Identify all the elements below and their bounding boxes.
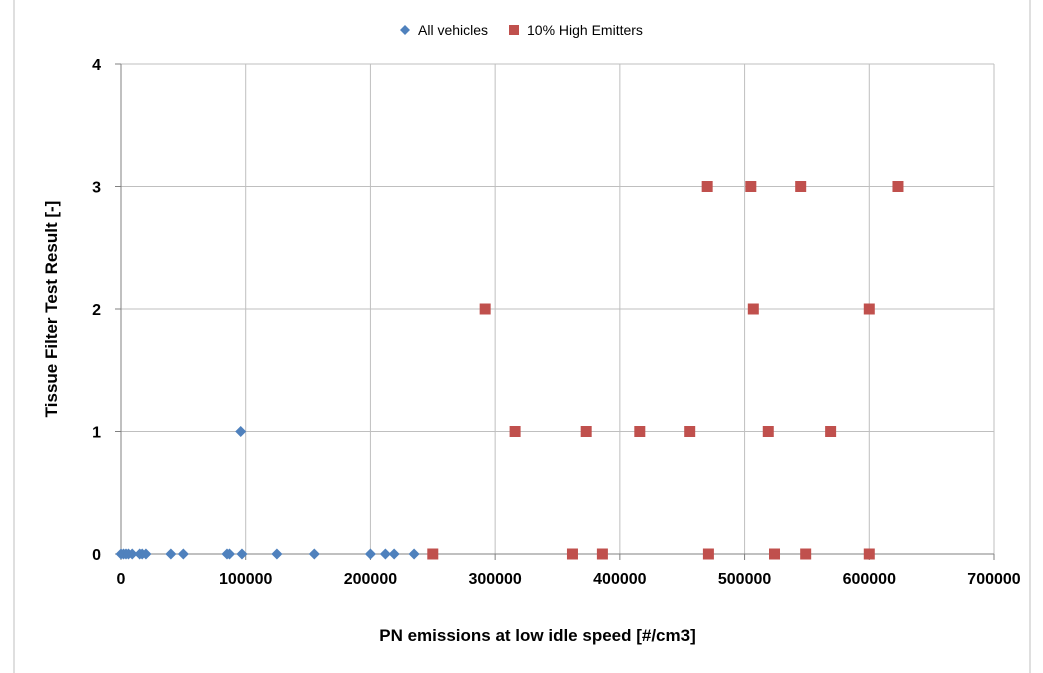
x-axis-title: PN emissions at low idle speed [#/cm3] xyxy=(379,626,696,645)
data-points xyxy=(115,181,904,560)
legend-marker-high-emitters xyxy=(509,25,519,35)
legend-label-all-vehicles: All vehicles xyxy=(418,22,488,38)
legend-marker-all-vehicles xyxy=(400,25,410,35)
all-vehicles-point xyxy=(235,426,247,437)
tick-labels: 0 100000 200000 300000 400000 500000 600000 700… xyxy=(92,57,1021,588)
x-tick-label: 300000 xyxy=(468,571,521,588)
all-vehicles-point xyxy=(388,548,400,560)
x-tick-label: 100000 xyxy=(219,571,272,588)
y-tick-label: 3 xyxy=(92,180,101,197)
high-emitter-point xyxy=(702,548,714,560)
high-emitter-point xyxy=(427,548,439,560)
x-tick-label: 200000 xyxy=(344,571,397,588)
series-high-emitters xyxy=(427,181,904,560)
high-emitter-point xyxy=(580,426,592,437)
high-emitter-point xyxy=(795,181,807,192)
high-emitter-point xyxy=(863,303,875,315)
high-emitter-point xyxy=(747,303,759,315)
y-tick-label: 2 xyxy=(92,302,101,319)
all-vehicles-point xyxy=(408,548,420,560)
high-emitter-point xyxy=(762,426,774,437)
legend-label-high-emitters: 10% High Emitters xyxy=(527,22,643,38)
high-emitter-point xyxy=(509,426,521,437)
x-tick-label: 600000 xyxy=(843,571,896,588)
high-emitter-point xyxy=(769,548,781,560)
high-emitter-point xyxy=(825,426,837,437)
all-vehicles-point xyxy=(379,548,391,560)
series-all-vehicles xyxy=(115,426,420,560)
all-vehicles-point xyxy=(271,548,283,560)
all-vehicles-point xyxy=(364,548,376,560)
high-emitter-point xyxy=(596,548,608,560)
x-tick-label: 700000 xyxy=(967,571,1020,588)
high-emitter-point xyxy=(800,548,812,560)
y-tick-label: 4 xyxy=(92,57,101,74)
high-emitter-point xyxy=(684,426,696,437)
high-emitter-point xyxy=(892,181,904,192)
legend-item-all-vehicles: All vehicles xyxy=(400,22,488,38)
all-vehicles-point xyxy=(126,548,138,560)
y-tick-label: 0 xyxy=(92,547,101,564)
legend: All vehicles 10% High Emitters xyxy=(400,22,643,38)
all-vehicles-point xyxy=(236,548,248,560)
high-emitter-point xyxy=(479,303,491,315)
y-axis-title: Tissue Filter Test Result [-] xyxy=(42,201,61,418)
all-vehicles-point xyxy=(224,548,236,560)
grid-lines xyxy=(121,63,995,554)
x-tick-label: 0 xyxy=(117,571,126,588)
all-vehicles-point xyxy=(177,548,189,560)
y-tick-label: 1 xyxy=(92,425,101,442)
x-tick-label: 400000 xyxy=(593,571,646,588)
all-vehicles-point xyxy=(140,548,152,560)
high-emitter-point xyxy=(745,181,757,192)
x-tick-label: 500000 xyxy=(718,571,771,588)
high-emitter-point xyxy=(701,181,713,192)
all-vehicles-point xyxy=(165,548,177,560)
high-emitter-point xyxy=(863,548,875,560)
legend-item-high-emitters: 10% High Emitters xyxy=(509,22,643,38)
high-emitter-point xyxy=(634,426,646,437)
high-emitter-point xyxy=(566,548,578,560)
all-vehicles-point xyxy=(308,548,320,560)
